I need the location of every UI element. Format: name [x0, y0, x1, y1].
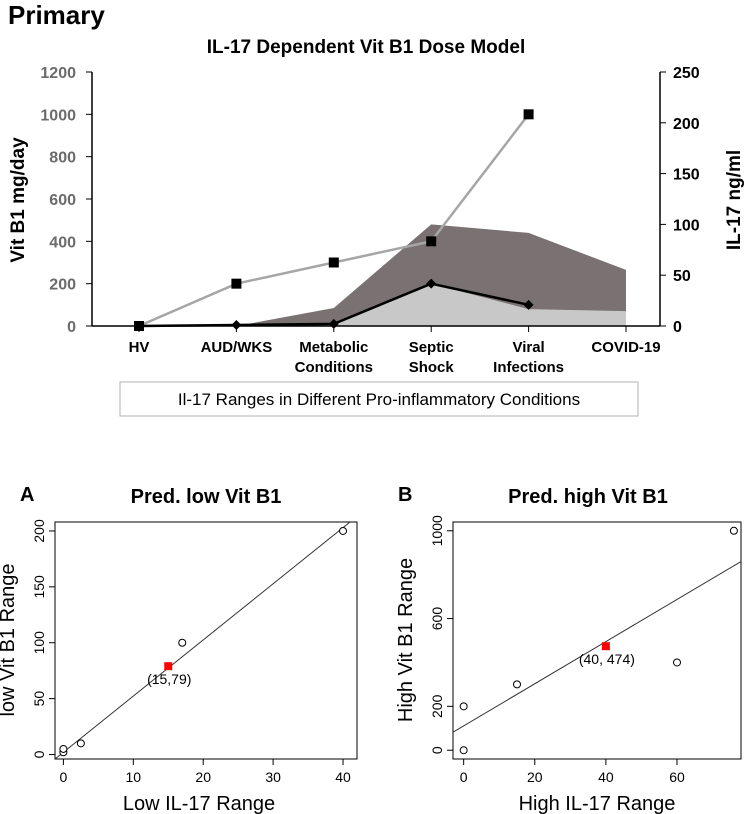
panel-a-letter: A: [20, 484, 34, 506]
panel-b-frame: [452, 521, 742, 760]
vit-b1-marker: [328, 257, 339, 268]
panel-b-x-tick-label: 40: [598, 769, 614, 785]
top-chart-title: IL-17 Dependent Vit B1 Dose Model: [207, 37, 525, 58]
left-tick-label: 1000: [40, 107, 76, 124]
panel-a-data-point: [178, 638, 187, 647]
panel-b-predicted-label: (40, 474): [579, 651, 635, 667]
panel-a-x-label: Low IL-17 Range: [123, 793, 275, 814]
panel-a-x-tick-label: 40: [335, 769, 351, 785]
category-label: Metabolic: [299, 339, 368, 356]
panel-b-y-tick-label: 1000: [429, 515, 445, 546]
panel-b-x-tick-label: 0: [460, 769, 468, 785]
left-tick-label: 600: [49, 192, 76, 209]
panel-b-data-point: [673, 658, 681, 667]
vit-b1-marker: [426, 236, 437, 247]
vit-b1-marker: [523, 109, 534, 120]
panel-b-data-point: [459, 746, 468, 755]
panel-a-data-point: [76, 739, 85, 748]
category-label: Septic: [409, 339, 454, 356]
left-tick-label: 400: [49, 234, 76, 251]
il17-marker: [426, 278, 437, 289]
panel-b-y-tick-label: 200: [429, 694, 445, 718]
il17-marker: [328, 318, 339, 329]
panel-b: B Pred. high Vit B1 0 20 40 6002006001000(4…: [395, 484, 742, 814]
category-label: Conditions: [295, 359, 373, 376]
panel-a-y-tick-label: 0: [31, 750, 47, 758]
panel-a-data-point: [339, 526, 348, 535]
top-right-axis-label: IL-17 ng/ml: [724, 150, 745, 250]
panel-a-y-tick-label: 200: [31, 519, 47, 543]
il17-marker: [231, 319, 242, 330]
right-tick-label: 0: [673, 319, 682, 336]
low-range-area: [236, 283, 626, 326]
section-label: Primary: [8, 0, 105, 30]
panel-a-y-tick-label: 150: [31, 575, 47, 599]
category-label: Shock: [409, 359, 455, 376]
right-tick-label: 150: [673, 167, 700, 184]
panel-b-letter: B: [398, 484, 412, 506]
il17-marker: [523, 299, 534, 310]
panel-b-y-tick-label: 600: [429, 607, 445, 631]
panel-b-y-tick-label: 0: [429, 746, 445, 754]
panel-b-x-tick-label: 60: [669, 769, 685, 785]
panel-a-predicted-label: (15,79): [147, 671, 191, 687]
panel-a-y-label: low Vit B1 Range: [0, 563, 19, 716]
category-label: COVID-19: [591, 339, 660, 356]
panel-b-data-point: [729, 526, 738, 535]
panel-a-fit-line: [55, 522, 351, 759]
panel-b-x-tick-label: 20: [527, 769, 543, 785]
right-tick-label: 200: [673, 116, 700, 133]
category-label: AUD/WKS: [201, 339, 273, 356]
top-chart: IL-17 Dependent Vit B1 Dose Model 0 200 40…: [8, 37, 745, 417]
category-label: Infections: [493, 359, 564, 376]
panel-a-x-tick-label: 30: [265, 769, 281, 785]
left-tick-label: 800: [49, 150, 76, 167]
right-tick-label: 250: [673, 65, 700, 82]
footnote-box: [119, 381, 639, 417]
panel-a-x-tick-label: 10: [126, 769, 142, 785]
panel-a-data-point: [59, 744, 68, 753]
panel-a-frame: [54, 521, 358, 760]
left-tick-label: 0: [67, 319, 76, 336]
panel-a-predicted-point: [164, 662, 173, 671]
left-tick-label: 200: [49, 277, 76, 294]
panel-a: A Pred. low Vit B1 0 10 20 30 40 0 50 100 150 200…: [0, 484, 358, 814]
left-tick-label: 1200: [40, 65, 76, 82]
panel-b-fit-line: [453, 561, 741, 733]
vit-b1-marker: [231, 278, 242, 289]
panel-b-title: Pred. high Vit B1: [508, 486, 668, 508]
top-left-axis-label: Vit B1 mg/day: [8, 137, 29, 263]
footnote-text: Il-17 Ranges in Different Pro-inflammato…: [178, 390, 580, 409]
category-label: HV: [129, 339, 150, 356]
panel-b-x-label: High IL-17 Range: [519, 793, 676, 814]
category-label: Viral: [512, 339, 544, 356]
right-tick-label: 100: [673, 217, 700, 234]
panel-b-y-label: High Vit B1 Range: [395, 558, 417, 722]
panel-a-title: Pred. low Vit B1: [131, 486, 282, 508]
panel-a-x-tick-label: 20: [195, 769, 211, 785]
right-tick-label: 50: [673, 268, 691, 285]
panel-b-data-point: [459, 702, 468, 711]
panel-a-y-tick-label: 100: [31, 631, 47, 655]
panel-a-y-tick-label: 50: [31, 691, 47, 707]
panel-b-data-point: [513, 680, 521, 689]
panel-b-predicted-point: [601, 642, 610, 651]
panel-a-x-tick-label: 0: [59, 769, 67, 785]
